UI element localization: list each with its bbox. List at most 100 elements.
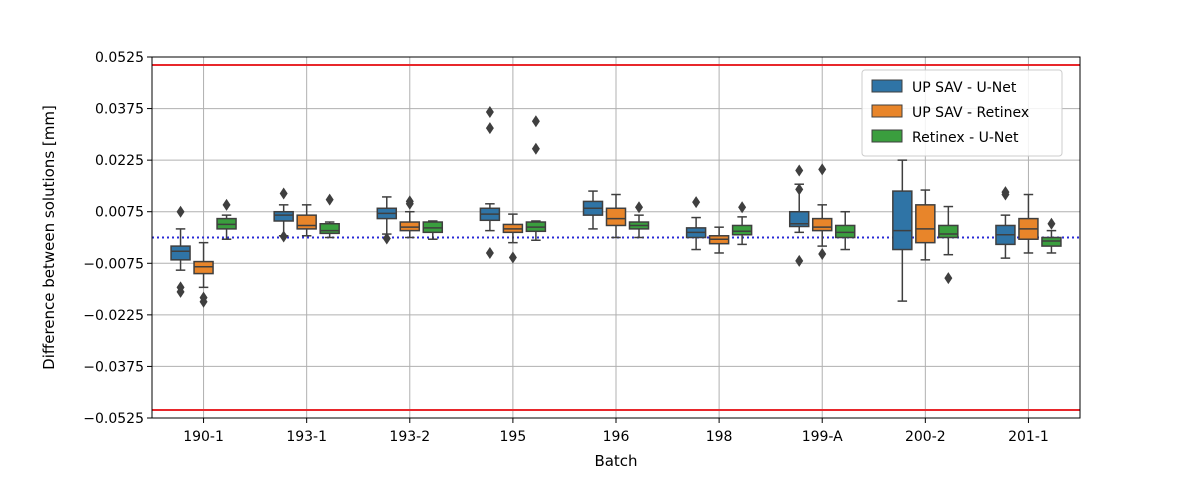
iqr-box — [892, 190, 913, 251]
iqr-box — [811, 217, 833, 232]
outlier-point — [1001, 186, 1010, 199]
x-tick-label: 198 — [706, 429, 733, 445]
y-tick-label: −0.0075 — [83, 256, 144, 272]
x-tick-label: 196 — [603, 429, 630, 445]
box-0-series-2 — [216, 198, 237, 240]
box-8-series-1 — [1018, 193, 1039, 254]
outlier-point — [818, 163, 827, 176]
outlier-point — [818, 248, 827, 261]
outlier-point — [279, 187, 288, 200]
box-4-series-1 — [605, 193, 627, 239]
iqr-box — [296, 214, 317, 230]
legend-swatch — [871, 129, 903, 143]
box-1-series-2 — [319, 193, 340, 239]
legend-swatch — [871, 79, 903, 93]
box-3-series-1 — [502, 213, 524, 264]
box-7-series-1 — [915, 189, 936, 261]
y-tick-label: 0.0075 — [95, 205, 144, 221]
box-5-series-0 — [685, 196, 707, 251]
box-4-series-2 — [628, 201, 650, 239]
legend-entry: Retinex - U-Net — [912, 130, 1019, 146]
box-3-series-2 — [525, 115, 547, 242]
box-8-series-0 — [995, 186, 1016, 259]
y-tick-label: −0.0525 — [83, 411, 144, 427]
outlier-point — [944, 272, 953, 285]
box-1-series-0 — [273, 187, 294, 243]
iqr-box — [915, 204, 936, 244]
box-6-series-2 — [834, 210, 856, 251]
iqr-box — [319, 222, 340, 235]
y-axis-label: Difference between solutions [mm] — [40, 105, 58, 370]
outlier-point — [222, 198, 231, 211]
x-axis-ticks: 190-1 193-1 193-2 195 196 198 199-A 200-2 201-1 — [183, 418, 1049, 445]
outlier-point — [531, 142, 540, 155]
outlier-point — [635, 201, 643, 214]
iqr-box — [834, 224, 856, 239]
x-tick-label: 195 — [500, 429, 527, 445]
iqr-box — [605, 207, 627, 227]
box-4-series-0 — [582, 190, 604, 230]
outlier-point — [485, 246, 494, 259]
outlier-point — [795, 164, 804, 177]
outlier-point — [795, 254, 804, 267]
legend: UP SAV - U-Net UP SAV - Retinex Retinex - … — [861, 69, 1063, 157]
x-tick-label: 193-2 — [389, 429, 430, 445]
x-tick-label: 199-A — [802, 429, 843, 445]
x-tick-label: 201-1 — [1008, 429, 1049, 445]
box-series — [170, 106, 1062, 308]
box-2-series-1 — [399, 195, 421, 239]
iqr-box — [399, 221, 421, 232]
box-5-series-1 — [708, 226, 730, 254]
iqr-box — [273, 210, 294, 222]
box-2-series-0 — [376, 196, 398, 245]
legend-entry: UP SAV - U-Net — [912, 80, 1017, 96]
box-6-series-0 — [788, 164, 810, 267]
iqr-box — [788, 210, 810, 228]
outlier-point — [485, 106, 494, 119]
x-tick-label: 193-1 — [286, 429, 327, 445]
y-tick-label: −0.0225 — [83, 308, 144, 324]
outlier-point — [1047, 217, 1056, 230]
box-0-series-0 — [170, 205, 191, 298]
box-7-series-2 — [938, 205, 959, 285]
legend-swatch — [871, 104, 903, 118]
outlier-point — [199, 295, 208, 308]
y-tick-label: −0.0375 — [83, 359, 144, 375]
outlier-point — [382, 232, 391, 245]
box-5-series-2 — [731, 201, 753, 246]
y-axis-ticks: 0.0525 0.0375 0.0225 0.0075 −0.0075 −0.0225 −0… — [83, 50, 152, 427]
outlier-point — [531, 115, 540, 128]
outlier-point — [176, 285, 185, 298]
iqr-box — [731, 224, 753, 236]
iqr-box — [938, 224, 959, 239]
y-tick-label: 0.0375 — [95, 102, 144, 118]
box-2-series-2 — [422, 220, 444, 240]
y-tick-label: 0.0525 — [95, 50, 144, 66]
outlier-point — [405, 197, 414, 210]
outlier-point — [692, 196, 701, 209]
x-axis-label: Batch — [594, 452, 637, 470]
y-tick-label: 0.0225 — [95, 153, 144, 169]
outlier-point — [485, 122, 494, 135]
box-8-series-2 — [1041, 217, 1062, 254]
outlier-point — [508, 251, 517, 264]
outlier-point — [279, 230, 288, 243]
box-0-series-1 — [193, 241, 214, 308]
x-tick-label: 200-2 — [905, 429, 946, 445]
box-7-series-0 — [892, 159, 913, 302]
box-1-series-1 — [296, 204, 317, 237]
reference-lines — [152, 64, 1080, 411]
box-6-series-1 — [811, 163, 833, 261]
legend-box — [861, 69, 1063, 157]
box-3-series-0 — [479, 106, 501, 259]
iqr-box — [1041, 236, 1062, 247]
outlier-point — [795, 183, 804, 196]
legend-entry: UP SAV - Retinex — [912, 105, 1029, 121]
iqr-box — [193, 260, 214, 275]
x-tick-label: 190-1 — [183, 429, 224, 445]
outlier-point — [738, 201, 747, 214]
iqr-box — [170, 245, 191, 261]
outlier-point — [325, 193, 334, 206]
outlier-point — [176, 205, 185, 218]
